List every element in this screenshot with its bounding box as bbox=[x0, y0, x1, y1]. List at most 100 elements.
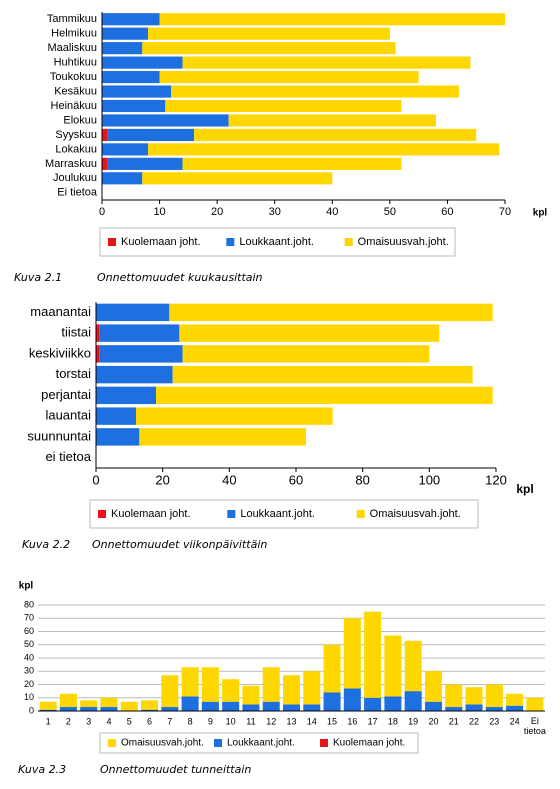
bar-segment bbox=[282, 675, 301, 705]
legend-label: Loukkaant.joht. bbox=[240, 508, 315, 520]
y-tick-label: maanantai bbox=[30, 304, 91, 319]
bar-segment bbox=[404, 691, 422, 711]
y-tick-label: 40 bbox=[24, 652, 34, 662]
y-tick-label: Lokakuu bbox=[55, 143, 97, 155]
bar-segment bbox=[262, 701, 280, 711]
bar-segment bbox=[343, 688, 361, 711]
bar-segment bbox=[445, 684, 463, 708]
y-tick-label: torstai bbox=[56, 366, 92, 381]
y-tick-label: 0 bbox=[29, 705, 34, 715]
bar-segment bbox=[102, 27, 149, 40]
legend-label: Kuolemaan joht. bbox=[121, 236, 201, 248]
x-tick-label: 100 bbox=[418, 472, 440, 487]
legend-label: Kuolemaan joht. bbox=[333, 738, 405, 749]
bar-segment bbox=[80, 707, 98, 711]
bar-segment bbox=[99, 324, 180, 342]
bar-segment bbox=[80, 700, 98, 708]
bar-segment bbox=[201, 701, 219, 711]
bar-segment bbox=[59, 707, 77, 711]
bar-segment bbox=[99, 345, 183, 363]
bar-segment bbox=[228, 114, 436, 127]
bar-segment bbox=[465, 687, 483, 705]
bar-segment bbox=[39, 701, 57, 710]
legend-label: Loukkaant.joht. bbox=[227, 738, 295, 749]
bar-segment bbox=[102, 85, 172, 98]
figure-caption: Onnettomuudet kuukausittain bbox=[97, 271, 263, 284]
bar-segment bbox=[323, 692, 341, 711]
x-tick-label: 60 bbox=[289, 472, 303, 487]
bar-segment bbox=[96, 324, 100, 342]
x-tick-label: 11 bbox=[246, 716, 255, 726]
x-tick-label: 80 bbox=[355, 472, 369, 487]
bar-segment bbox=[161, 675, 179, 708]
x-tick-label: 120 bbox=[485, 472, 507, 487]
x-tick-label: 22 bbox=[469, 716, 479, 726]
bar-segment bbox=[96, 428, 140, 446]
y-tick-label: 20 bbox=[24, 679, 34, 689]
legend-swatch bbox=[227, 510, 236, 518]
y-axis-label: kpl bbox=[19, 581, 34, 592]
bar-segment bbox=[100, 697, 118, 708]
x-tick-label: 0 bbox=[99, 206, 105, 218]
bar-segment bbox=[102, 128, 108, 141]
bar-segment bbox=[303, 671, 321, 705]
x-tick-label: 5 bbox=[127, 716, 132, 726]
x-tick-label: 19 bbox=[408, 716, 418, 726]
x-tick-label: 23 bbox=[489, 716, 499, 726]
x-tick-label: 10 bbox=[226, 716, 236, 726]
y-tick-label: 80 bbox=[24, 599, 34, 609]
y-tick-label: 10 bbox=[24, 692, 34, 702]
bar-segment bbox=[201, 667, 219, 702]
bar-segment bbox=[96, 303, 170, 322]
bar-segment bbox=[141, 700, 159, 710]
legend-label: Omaisuusvah.joht. bbox=[121, 738, 204, 749]
bar-segment bbox=[102, 13, 160, 26]
legend-swatch bbox=[214, 739, 222, 747]
bar-segment bbox=[102, 114, 229, 127]
legend-swatch bbox=[108, 238, 116, 246]
x-tick-label: 10 bbox=[153, 206, 165, 218]
x-tick-label: 7 bbox=[167, 716, 172, 726]
y-tick-label: Tammikuu bbox=[47, 13, 97, 25]
y-tick-label: Kesäkuu bbox=[54, 85, 97, 97]
bar-segment bbox=[171, 85, 459, 98]
figure-caption: Onnettomuudet tunneittain bbox=[100, 763, 251, 776]
y-tick-label: Joulukuu bbox=[53, 172, 97, 184]
x-tick-label: 40 bbox=[222, 472, 236, 487]
x-tick-label: 20 bbox=[428, 716, 438, 726]
legend-swatch bbox=[344, 238, 353, 246]
bar-segment bbox=[384, 696, 402, 711]
x-tick-label: 21 bbox=[449, 716, 459, 726]
x-tick-label-line: Ei bbox=[531, 716, 539, 726]
bar-segment bbox=[165, 99, 402, 113]
y-tick-label: 70 bbox=[24, 613, 34, 623]
y-tick-label: tiistai bbox=[61, 325, 91, 340]
y-tick-label: Syyskuu bbox=[55, 129, 97, 141]
legend-swatch bbox=[108, 739, 116, 747]
y-tick-label: 50 bbox=[24, 639, 34, 649]
bar-segment bbox=[384, 635, 402, 697]
x-tick-label: 24 bbox=[510, 716, 520, 726]
figure-label: Kuva 2.2 bbox=[22, 538, 70, 551]
x-tick-label: 40 bbox=[326, 206, 338, 218]
x-tick-label: 14 bbox=[307, 716, 317, 726]
x-tick-label: 20 bbox=[211, 206, 223, 218]
bar-segment bbox=[172, 365, 473, 384]
y-tick-label: Elokuu bbox=[63, 114, 97, 126]
figure-caption: Onnettomuudet viikonpäivittäin bbox=[92, 538, 267, 551]
bar-segment bbox=[242, 704, 260, 711]
x-tick-label: 6 bbox=[147, 716, 152, 726]
bar-segment bbox=[59, 693, 77, 708]
bar-segment bbox=[194, 128, 477, 141]
x-tick-label: 3 bbox=[86, 716, 91, 726]
bar-segment bbox=[142, 172, 333, 185]
legend-swatch bbox=[98, 510, 106, 518]
y-tick-label: 30 bbox=[24, 666, 34, 676]
bar-segment bbox=[141, 709, 159, 711]
bar-segment bbox=[96, 365, 173, 384]
x-tick-label: 2 bbox=[66, 716, 71, 726]
y-tick-label: perjantai bbox=[41, 387, 91, 402]
bar-segment bbox=[142, 42, 396, 55]
y-tick-label: lauantai bbox=[45, 408, 91, 423]
bar-segment bbox=[148, 143, 500, 156]
